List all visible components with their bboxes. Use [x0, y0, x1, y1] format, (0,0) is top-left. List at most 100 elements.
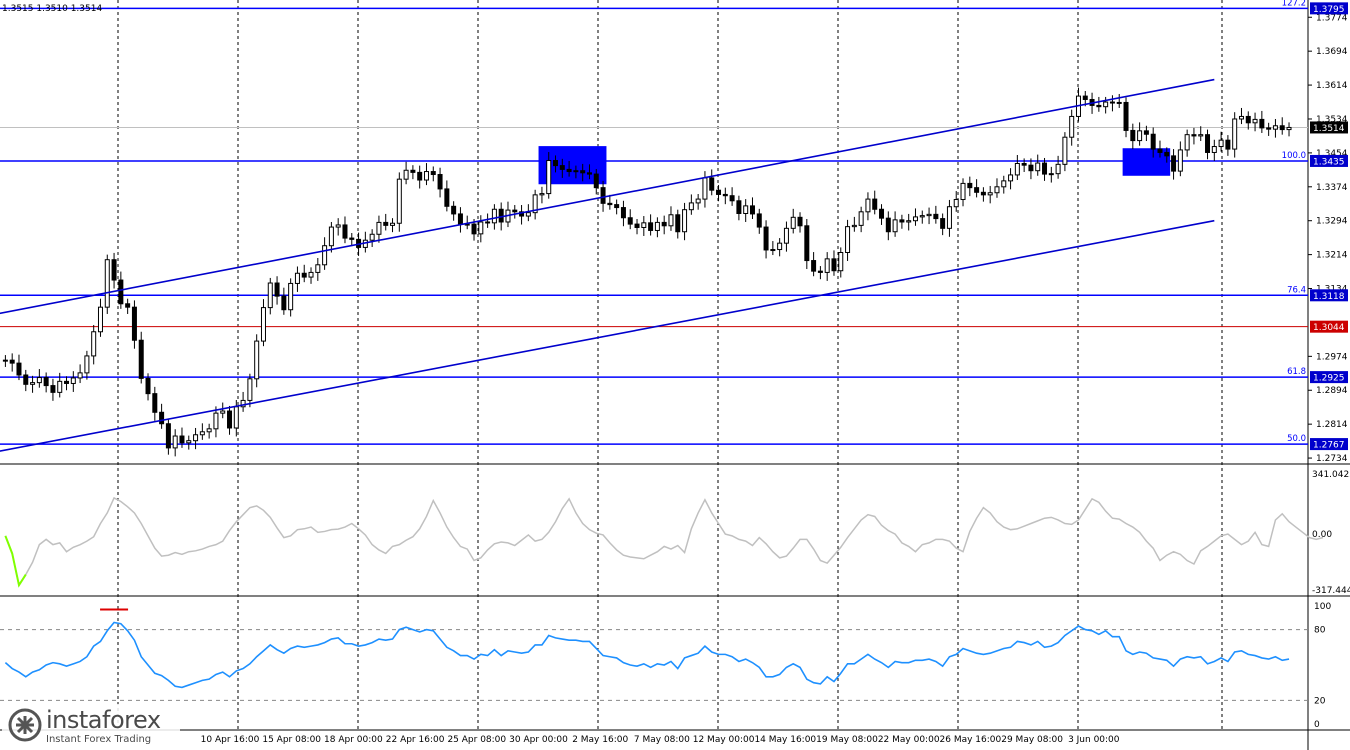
- candle-body: [23, 374, 29, 385]
- candle-body: [70, 377, 76, 384]
- candle-body: [919, 215, 925, 218]
- candle-body: [974, 187, 980, 193]
- highlight-box: [1122, 148, 1171, 176]
- candle-body: [1171, 155, 1177, 172]
- candle-body: [1218, 139, 1224, 148]
- time-axis-label: 12 May 00:00: [693, 735, 755, 745]
- candle-body: [851, 224, 857, 228]
- candle-body: [1272, 125, 1278, 130]
- osc1-tick-label: 341.0423: [1312, 470, 1350, 480]
- candle-body: [1062, 136, 1068, 165]
- candle-body: [451, 205, 457, 215]
- candle-body: [933, 213, 939, 220]
- candle-body: [430, 171, 436, 176]
- candle-body: [634, 223, 640, 228]
- candle-body: [559, 165, 565, 170]
- time-axis-label: 3 Jun 00:00: [1068, 735, 1120, 745]
- candle-body: [57, 380, 63, 393]
- candle-body: [240, 399, 246, 408]
- fib-level-name: 100.0: [1282, 151, 1306, 161]
- candle-body: [118, 279, 124, 305]
- candle-body: [1211, 146, 1217, 153]
- candle-body: [43, 377, 49, 387]
- candle-body: [1001, 180, 1007, 188]
- time-axis-label: 19 May 08:00: [816, 735, 878, 745]
- candle-body: [199, 431, 205, 436]
- candle-body: [260, 307, 266, 342]
- osc1-series-line: [4, 496, 1324, 588]
- candle-body: [206, 428, 212, 433]
- candle-body: [193, 434, 199, 442]
- price-level-badge: [1310, 154, 1348, 167]
- candle-body: [335, 224, 341, 228]
- candle-body: [967, 182, 973, 189]
- candle-body: [423, 171, 429, 181]
- candle-body: [9, 359, 15, 364]
- candle-body: [926, 213, 932, 217]
- price-level-badge-label: 1.2925: [1313, 374, 1345, 384]
- candle-body: [457, 213, 463, 225]
- price-tick-label: 1.3534: [1316, 115, 1348, 125]
- candle-body: [858, 211, 864, 226]
- candle-body: [1069, 115, 1075, 138]
- candle-body: [872, 198, 878, 210]
- candle-body: [1191, 134, 1197, 137]
- candle-body: [668, 214, 674, 227]
- candle-body: [315, 264, 321, 273]
- candle-body: [1137, 130, 1143, 142]
- candle-body: [322, 245, 328, 266]
- candle-body: [987, 192, 993, 196]
- candle-body: [946, 206, 952, 229]
- price-level-badge-label: 1.3435: [1313, 157, 1345, 167]
- candle-body: [50, 385, 56, 393]
- candle-body: [1252, 118, 1258, 124]
- candle-body: [960, 182, 966, 201]
- candle-body: [607, 202, 613, 206]
- candle-body: [675, 214, 681, 233]
- candle-body: [97, 306, 103, 333]
- candle-body: [1150, 133, 1156, 150]
- brand-tagline: Instant Forex Trading: [46, 734, 152, 745]
- candle-body: [165, 423, 171, 449]
- time-axis-label: 7 May 08:00: [634, 735, 690, 745]
- candle-body: [688, 202, 694, 211]
- candle-body: [1048, 173, 1054, 176]
- candle-body: [1096, 104, 1102, 108]
- candle-body: [1238, 115, 1244, 120]
- candle-body: [980, 191, 986, 196]
- time-axis-label: 25 Apr 08:00: [447, 735, 506, 745]
- price-tick-label: 1.3374: [1316, 183, 1348, 193]
- candle-body: [1103, 101, 1109, 108]
- candle-body: [1286, 126, 1292, 131]
- candle-body: [702, 177, 708, 200]
- fib-level-name: 61.8: [1287, 367, 1306, 377]
- price-level-badge-label: 1.3795: [1313, 5, 1345, 15]
- candle-body: [498, 208, 504, 223]
- price-tick-label: 1.2734: [1316, 454, 1348, 464]
- candle-body: [233, 406, 239, 429]
- candle-body: [885, 217, 891, 233]
- candle-body: [763, 226, 769, 251]
- brand-name: instaforex: [46, 706, 161, 734]
- candle-body: [301, 272, 307, 278]
- price-level-badge: [1310, 438, 1348, 451]
- price-level-badge-label: 1.3044: [1313, 323, 1345, 333]
- candle-body: [308, 271, 314, 278]
- candle-body: [573, 170, 579, 173]
- candle-body: [437, 174, 443, 190]
- candle-body: [953, 199, 959, 208]
- price-level-badge-label: 1.3118: [1313, 292, 1345, 302]
- candle-body: [783, 227, 789, 244]
- instaforex-logo-icon: [8, 708, 42, 742]
- time-axis-label: 30 Apr 00:00: [509, 735, 568, 745]
- candle-body: [104, 259, 110, 308]
- candle-body: [1116, 101, 1122, 104]
- candle-body: [648, 222, 654, 231]
- candle-body: [600, 187, 606, 204]
- candle-body: [1245, 115, 1251, 124]
- candle-body: [553, 160, 559, 167]
- osc2-tick-label: 20: [1314, 696, 1326, 706]
- candle-body: [390, 222, 396, 226]
- candle-body: [749, 205, 755, 215]
